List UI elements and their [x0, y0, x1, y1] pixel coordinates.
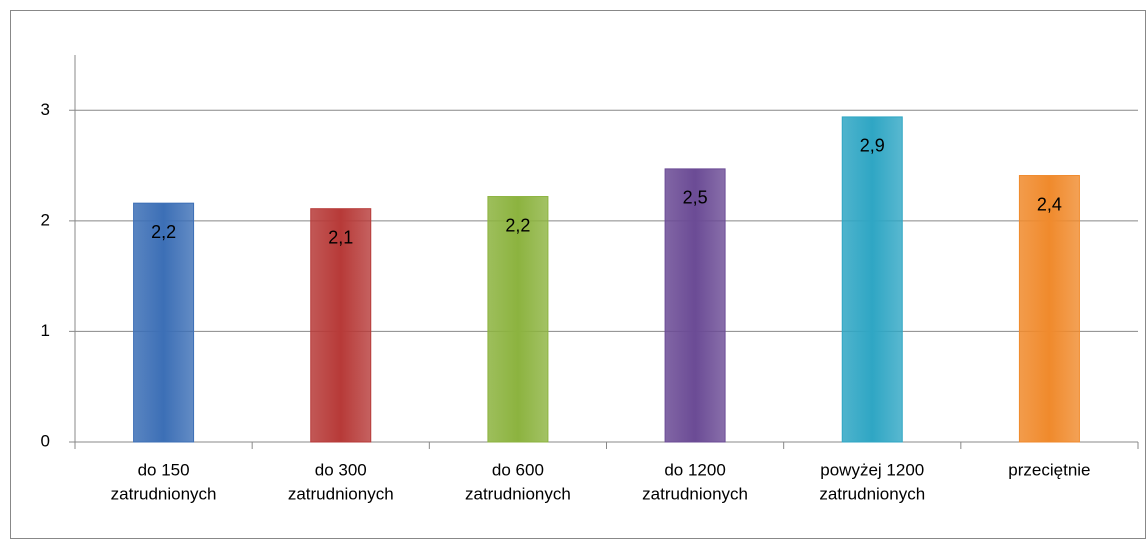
- value-label: 2,2: [151, 222, 176, 242]
- x-tick-label: zatrudnionych: [465, 484, 571, 503]
- x-tick-label: zatrudnionych: [288, 484, 394, 503]
- value-label: 2,5: [683, 188, 708, 208]
- bar: [133, 202, 195, 443]
- value-label: 2,9: [860, 136, 885, 156]
- y-tick-label: 0: [41, 431, 50, 450]
- x-tick-label: zatrudnionych: [642, 484, 748, 503]
- value-label: 2,4: [1037, 194, 1062, 214]
- chart-border: [10, 10, 1146, 539]
- x-tick-label: do 600: [492, 460, 544, 479]
- x-tick-label: do 300: [315, 460, 367, 479]
- bar: [310, 208, 372, 443]
- y-tick-label: 2: [41, 210, 50, 229]
- value-label: 2,2: [505, 215, 530, 235]
- bar: [664, 168, 726, 443]
- x-tick-label: do 150: [138, 460, 190, 479]
- bar: [841, 116, 903, 443]
- x-tick-label: zatrudnionych: [819, 484, 925, 503]
- bar: [1018, 175, 1080, 443]
- y-tick-label: 3: [41, 100, 50, 119]
- y-tick-label: 1: [41, 321, 50, 340]
- value-label: 2,1: [328, 227, 353, 247]
- x-tick-label: do 1200: [664, 460, 725, 479]
- bar: [487, 196, 549, 443]
- x-tick-label: przeciętnie: [1008, 460, 1090, 479]
- x-tick-label: powyżej 1200: [820, 460, 924, 479]
- x-tick-label: zatrudnionych: [111, 484, 217, 503]
